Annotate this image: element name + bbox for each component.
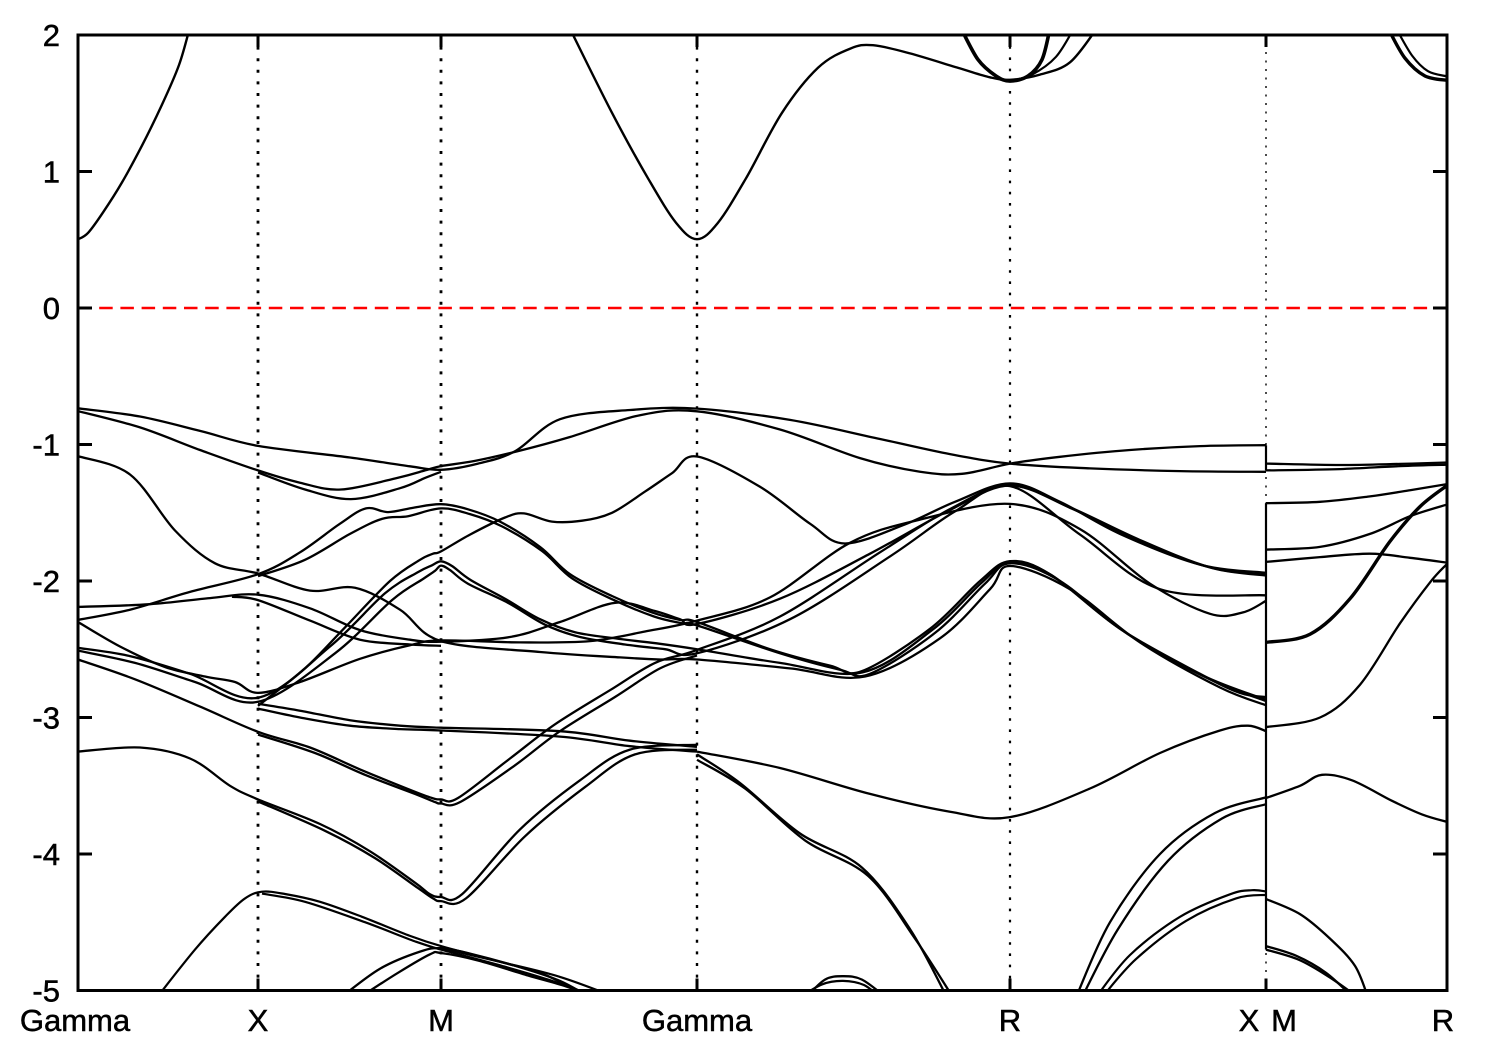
svg-text:-5: -5: [32, 974, 60, 1009]
svg-text:-1: -1: [32, 428, 60, 463]
svg-text:Gamma: Gamma: [20, 1003, 131, 1038]
svg-text:X: X: [1239, 1003, 1260, 1038]
svg-text:M: M: [1271, 1003, 1297, 1038]
svg-text:-3: -3: [32, 701, 60, 736]
svg-text:1: 1: [43, 155, 60, 190]
svg-text:M: M: [428, 1003, 454, 1038]
svg-text:-2: -2: [32, 564, 60, 599]
svg-text:Gamma: Gamma: [642, 1003, 753, 1038]
svg-text:X: X: [248, 1003, 269, 1038]
svg-text:0: 0: [43, 291, 60, 326]
svg-text:-4: -4: [32, 837, 60, 872]
svg-text:R: R: [1432, 1003, 1454, 1038]
svg-text:2: 2: [43, 18, 60, 53]
svg-text:R: R: [999, 1003, 1021, 1038]
